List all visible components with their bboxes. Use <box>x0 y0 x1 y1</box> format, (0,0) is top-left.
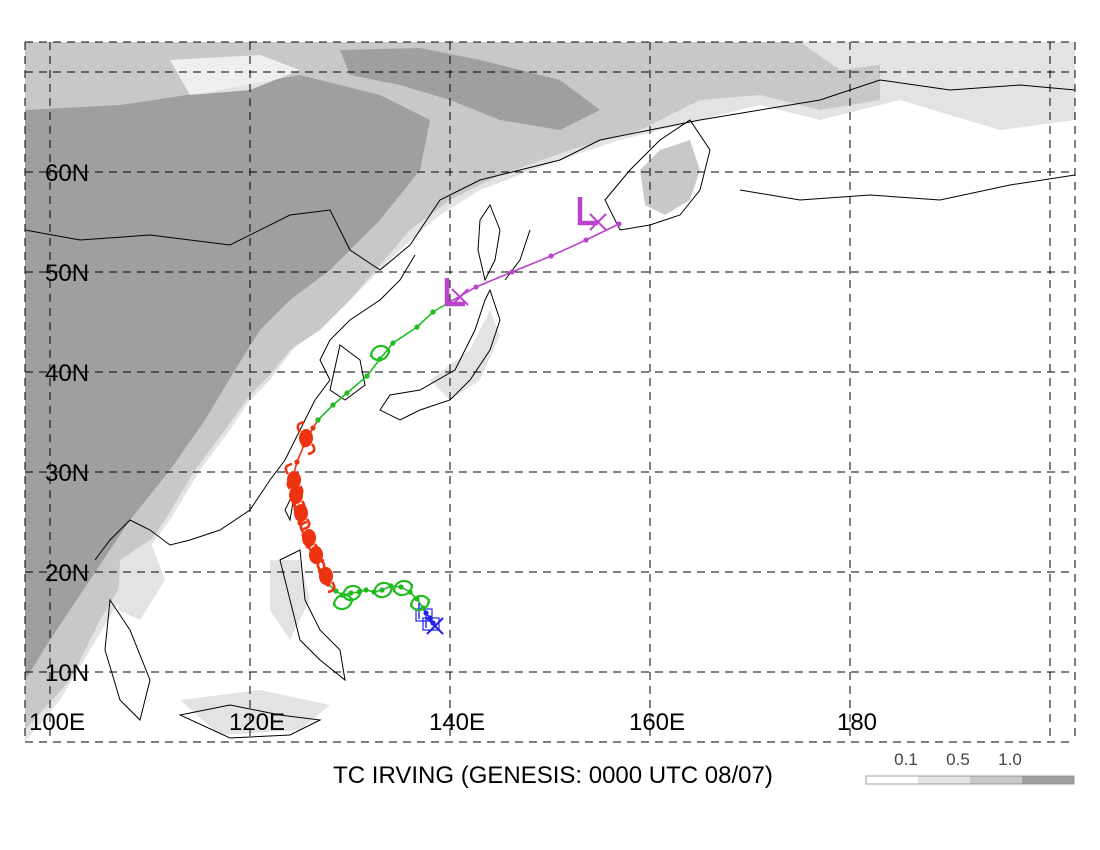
legend-swatch <box>970 776 1022 784</box>
tropical-storm-symbol <box>409 594 431 612</box>
track-end-cross-icon <box>451 288 469 306</box>
longitude-label: 180 <box>837 709 877 736</box>
latitude-label: 20N <box>45 560 89 587</box>
typhoon-symbol <box>299 520 319 556</box>
latitude-label: 60N <box>45 160 89 187</box>
latitude-labels: 10N 20N 30N 40N 50N 60N <box>45 160 89 687</box>
latitude-label: 40N <box>45 360 89 387</box>
legend-label: 0.5 <box>946 750 970 769</box>
tropical-storm-symbol <box>332 593 354 611</box>
extratropical-low-symbol <box>577 197 598 226</box>
track-point <box>310 425 316 431</box>
typhoon-symbol <box>284 462 304 498</box>
track-point <box>430 309 436 315</box>
track-point <box>363 587 369 593</box>
track-point <box>379 587 385 593</box>
latitude-label: 50N <box>45 260 89 287</box>
lat-lon-grid <box>24 41 1076 743</box>
shaded-background <box>25 42 1075 742</box>
track-point <box>390 340 396 346</box>
shading-legend: 0.1 0.5 1.0 <box>865 750 1075 785</box>
track-symbols <box>284 197 607 635</box>
track-point <box>315 417 321 423</box>
track-point <box>364 373 370 379</box>
extratropical-low-symbol <box>444 278 465 307</box>
tropical-storm-symbol <box>369 344 391 362</box>
track-end-cross-icon <box>426 617 444 635</box>
track-point <box>414 324 420 330</box>
tropical-storm-symbol <box>392 579 414 597</box>
legend-label: 1.0 <box>998 750 1022 769</box>
track-point <box>473 284 479 290</box>
track-point <box>398 584 404 590</box>
legend-label: 0.1 <box>894 750 918 769</box>
legend-swatch <box>1022 776 1074 784</box>
latitude-label: 10N <box>45 660 89 687</box>
longitude-label: 120E <box>229 709 285 736</box>
longitude-labels: 100E 120E 140E 160E 180 <box>29 709 877 736</box>
track-point <box>616 221 622 227</box>
longitude-label: 160E <box>629 709 685 736</box>
track-point <box>330 402 336 408</box>
track-point <box>294 459 300 465</box>
longitude-label: 100E <box>29 709 85 736</box>
latitude-label: 30N <box>45 460 89 487</box>
longitude-label: 140E <box>429 709 485 736</box>
tropical-storm-symbol <box>372 581 394 599</box>
map-title: TC IRVING (GENESIS: 0000 UTC 08/07) <box>333 762 773 789</box>
track-point <box>348 590 354 596</box>
track-end-cross-icon <box>589 213 607 231</box>
legend-swatch <box>918 776 970 784</box>
track-point <box>344 390 350 396</box>
track-point <box>509 269 515 275</box>
legend-swatch <box>866 776 918 784</box>
extratropical-track-segment <box>447 223 620 304</box>
typhoon-symbol <box>296 420 316 456</box>
track-point <box>583 237 589 243</box>
track-point <box>548 253 554 259</box>
typhoon-symbol <box>316 558 336 594</box>
